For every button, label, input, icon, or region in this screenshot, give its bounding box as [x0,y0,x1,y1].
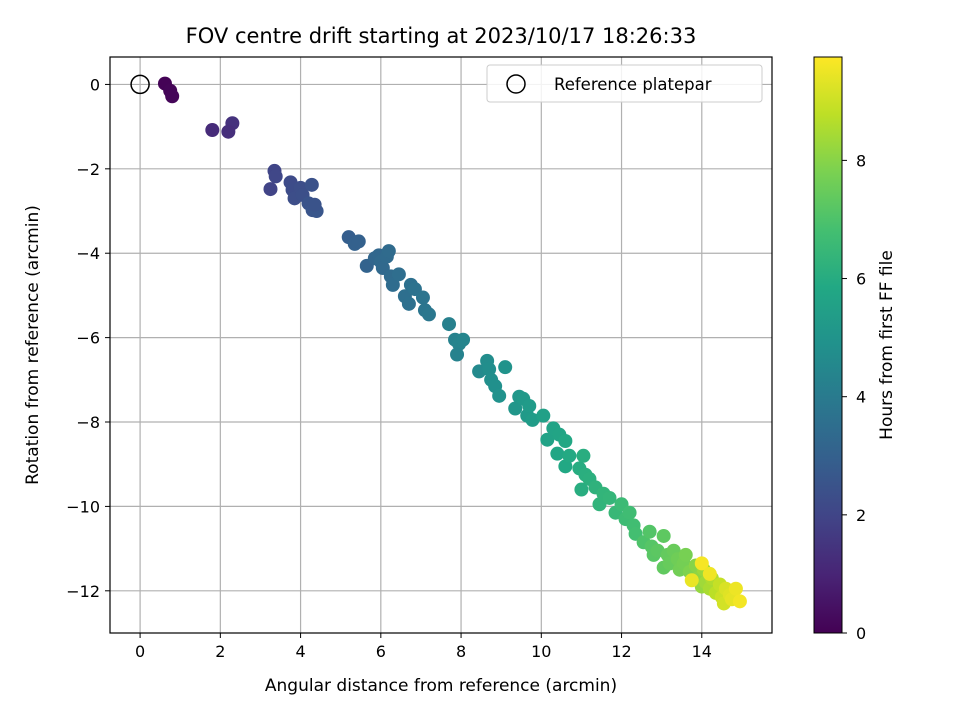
data-point [678,547,693,562]
data-point [602,490,617,505]
data-point [385,277,400,292]
data-point [732,594,747,609]
data-point [694,556,709,571]
data-point [482,362,497,377]
data-point [728,581,743,596]
data-point [165,89,180,104]
colorbar-ticks: 0 2 4 6 8 [842,151,866,643]
data-point [558,459,573,474]
legend-marker-icon [506,74,526,94]
x-axis-label: Angular distance from reference (arcmin) [265,676,617,696]
data-point [492,388,507,403]
data-point [450,347,465,362]
data-point [304,177,319,192]
plot-frame [109,56,773,634]
x-tick-label: 12 [611,642,631,661]
data-point [576,448,591,463]
data-point [656,528,671,543]
x-tick-label: 6 [376,642,386,661]
data-point [415,290,430,305]
x-axis-ticks: 0 2 4 6 8 10 12 14 [135,633,712,661]
data-point [592,497,607,512]
data-point [442,317,457,332]
legend-entry-reference-platepar: Reference platepar [554,75,712,94]
data-point [702,566,717,581]
data-point [558,434,573,448]
y-tick-label: −4 [76,244,100,263]
data-point [684,573,699,588]
colorbar-tick-label: 6 [856,270,866,289]
y-tick-label: −6 [76,329,100,348]
legend: Reference platepar [486,64,763,103]
x-tick-label: 8 [456,642,466,661]
colorbar-tick-label: 8 [856,151,866,170]
legend-box [486,64,763,103]
data-point [263,182,278,197]
data-point [401,296,416,311]
data-point [205,123,220,138]
x-tick-label: 10 [531,642,551,661]
data-point [381,244,396,259]
x-tick-label: 14 [692,642,712,661]
colorbar-tick-label: 2 [856,506,866,525]
reference-platepar-marker [130,74,150,95]
y-axis-ticks: 0 −2 −4 −6 −8 −10 −12 [66,75,110,601]
y-tick-label: −8 [76,413,100,432]
data-point [642,524,657,539]
colorbar-label: Hours from first FF file [877,250,897,440]
y-tick-label: −10 [66,497,100,516]
data-point [498,360,513,375]
data-point [536,408,551,423]
data-point [574,482,589,497]
data-point [562,448,577,463]
data-point [550,446,565,461]
data-point [456,332,471,347]
scatter-points [157,76,747,611]
x-tick-label: 2 [215,642,225,661]
data-point [622,505,637,520]
colorbar-tick-label: 0 [856,624,866,643]
data-point [508,401,523,416]
y-tick-label: 0 [90,75,100,94]
y-tick-label: −12 [66,582,100,601]
data-point [351,234,366,249]
data-point [268,169,283,184]
data-point [540,432,555,447]
data-point [525,412,540,427]
colorbar [813,56,843,634]
y-tick-label: −2 [76,160,100,179]
colorbar-tick-label: 4 [856,388,866,407]
x-tick-label: 4 [295,642,305,661]
data-point [391,267,406,282]
y-axis-label: Rotation from reference (arcmin) [23,205,43,485]
data-point [421,307,436,322]
chart-title: FOV centre drift starting at 2023/10/17 … [186,24,697,48]
data-point [522,398,537,413]
data-point [307,197,322,212]
data-point [221,124,236,139]
x-tick-label: 0 [135,642,145,661]
